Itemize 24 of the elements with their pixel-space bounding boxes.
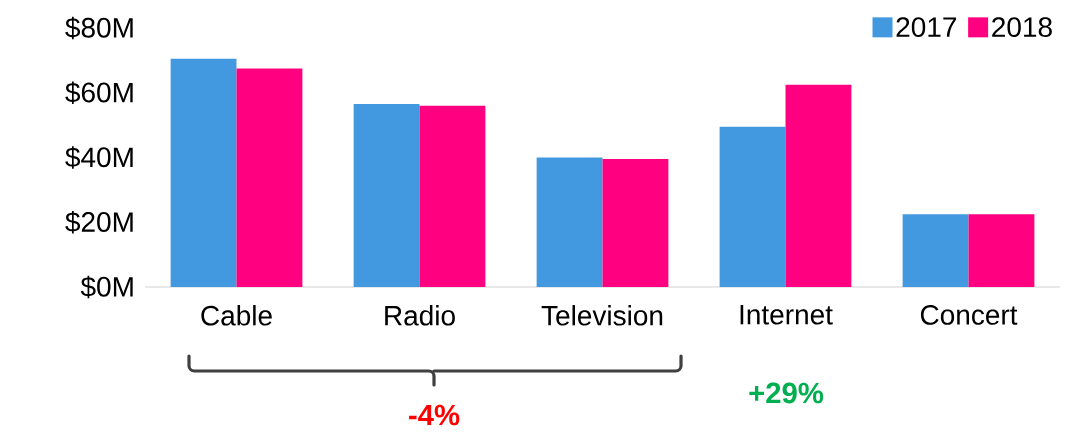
y-tick-label: $60M — [65, 81, 133, 105]
bar — [719, 126, 786, 287]
x-tick-label: Television — [541, 305, 663, 326]
bar — [968, 214, 1035, 287]
bar — [419, 105, 486, 287]
bar — [353, 104, 420, 287]
x-tick-label: Cable — [201, 305, 272, 326]
y-tick-label: $80M — [65, 16, 133, 40]
legend-label: 2018 — [992, 17, 1052, 38]
bar — [602, 159, 669, 287]
bar — [236, 68, 303, 287]
legend-label: 2017 — [896, 17, 957, 38]
bar — [902, 214, 969, 287]
y-tick-label: $20M — [65, 210, 133, 234]
x-tick-label: Internet — [740, 305, 833, 325]
text: -4% — [409, 404, 460, 426]
x-tick-label: Concert — [920, 305, 1018, 325]
y-tick-label: $0M — [80, 275, 133, 299]
y-tick-label: $40M — [65, 146, 133, 169]
bar — [785, 84, 852, 287]
text: +29% — [749, 382, 824, 404]
bar — [170, 58, 237, 287]
x-tick-label: Radio — [385, 305, 455, 326]
bar — [536, 157, 603, 287]
